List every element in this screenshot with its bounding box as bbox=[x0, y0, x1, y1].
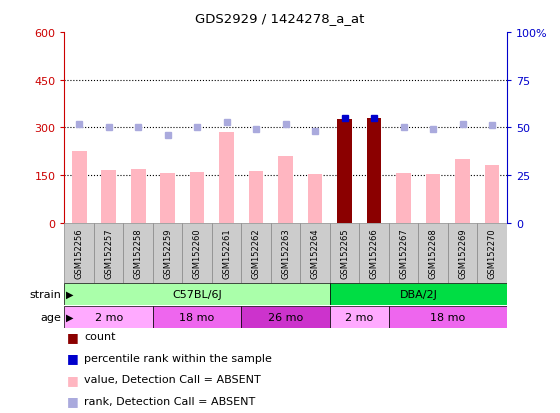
Bar bbox=[241, 223, 271, 283]
Bar bbox=[64, 306, 153, 328]
Text: DBA/2J: DBA/2J bbox=[399, 289, 437, 299]
Bar bbox=[64, 283, 330, 305]
Text: 2 mo: 2 mo bbox=[345, 312, 374, 322]
Text: GSM152264: GSM152264 bbox=[311, 228, 320, 278]
Bar bbox=[367, 119, 381, 223]
Text: ▶: ▶ bbox=[66, 289, 73, 299]
Text: ■: ■ bbox=[67, 394, 79, 408]
Bar bbox=[278, 157, 293, 223]
Text: GSM152268: GSM152268 bbox=[428, 228, 437, 278]
Text: 18 mo: 18 mo bbox=[180, 312, 214, 322]
Bar bbox=[153, 306, 241, 328]
Text: GSM152265: GSM152265 bbox=[340, 228, 349, 278]
Bar bbox=[330, 283, 507, 305]
Bar bbox=[300, 223, 330, 283]
Text: GSM152266: GSM152266 bbox=[370, 228, 379, 278]
Bar bbox=[123, 223, 153, 283]
Bar bbox=[64, 223, 94, 283]
Text: ■: ■ bbox=[67, 373, 79, 386]
Text: 18 mo: 18 mo bbox=[430, 312, 465, 322]
Bar bbox=[308, 175, 323, 223]
Text: GSM152267: GSM152267 bbox=[399, 228, 408, 278]
Text: 2 mo: 2 mo bbox=[95, 312, 123, 322]
Bar bbox=[330, 223, 360, 283]
Text: ■: ■ bbox=[67, 330, 79, 343]
Text: rank, Detection Call = ABSENT: rank, Detection Call = ABSENT bbox=[84, 396, 255, 406]
Bar bbox=[418, 223, 448, 283]
Text: ▶: ▶ bbox=[66, 312, 73, 322]
Bar bbox=[484, 166, 500, 223]
Bar bbox=[249, 171, 264, 223]
Bar bbox=[160, 174, 175, 223]
Bar bbox=[190, 172, 204, 223]
Text: 26 mo: 26 mo bbox=[268, 312, 303, 322]
Bar bbox=[271, 223, 300, 283]
Bar bbox=[220, 133, 234, 223]
Text: GSM152260: GSM152260 bbox=[193, 228, 202, 278]
Bar bbox=[130, 169, 146, 223]
Text: GSM152256: GSM152256 bbox=[74, 228, 83, 278]
Bar bbox=[94, 223, 123, 283]
Bar bbox=[101, 171, 116, 223]
Text: GSM152263: GSM152263 bbox=[281, 228, 290, 278]
Bar bbox=[396, 174, 411, 223]
Bar bbox=[153, 223, 183, 283]
Text: C57BL/6J: C57BL/6J bbox=[172, 289, 222, 299]
Text: GSM152257: GSM152257 bbox=[104, 228, 113, 278]
Bar bbox=[426, 175, 441, 223]
Bar bbox=[183, 223, 212, 283]
Bar bbox=[241, 306, 330, 328]
Text: GDS2929 / 1424278_a_at: GDS2929 / 1424278_a_at bbox=[195, 12, 365, 25]
Bar bbox=[360, 223, 389, 283]
Text: GSM152270: GSM152270 bbox=[488, 228, 497, 278]
Text: age: age bbox=[41, 312, 62, 322]
Text: value, Detection Call = ABSENT: value, Detection Call = ABSENT bbox=[84, 375, 261, 385]
Bar bbox=[212, 223, 241, 283]
Text: GSM152261: GSM152261 bbox=[222, 228, 231, 278]
Text: count: count bbox=[84, 332, 115, 342]
Bar bbox=[389, 306, 507, 328]
Bar bbox=[477, 223, 507, 283]
Text: ■: ■ bbox=[67, 351, 79, 365]
Text: GSM152262: GSM152262 bbox=[251, 228, 260, 278]
Text: GSM152258: GSM152258 bbox=[134, 228, 143, 278]
Bar bbox=[455, 160, 470, 223]
Bar bbox=[337, 120, 352, 223]
Text: GSM152259: GSM152259 bbox=[163, 228, 172, 278]
Bar bbox=[330, 306, 389, 328]
Bar bbox=[389, 223, 418, 283]
Bar bbox=[448, 223, 477, 283]
Text: percentile rank within the sample: percentile rank within the sample bbox=[84, 353, 272, 363]
Text: strain: strain bbox=[30, 289, 62, 299]
Text: GSM152269: GSM152269 bbox=[458, 228, 467, 278]
Bar bbox=[72, 152, 87, 223]
